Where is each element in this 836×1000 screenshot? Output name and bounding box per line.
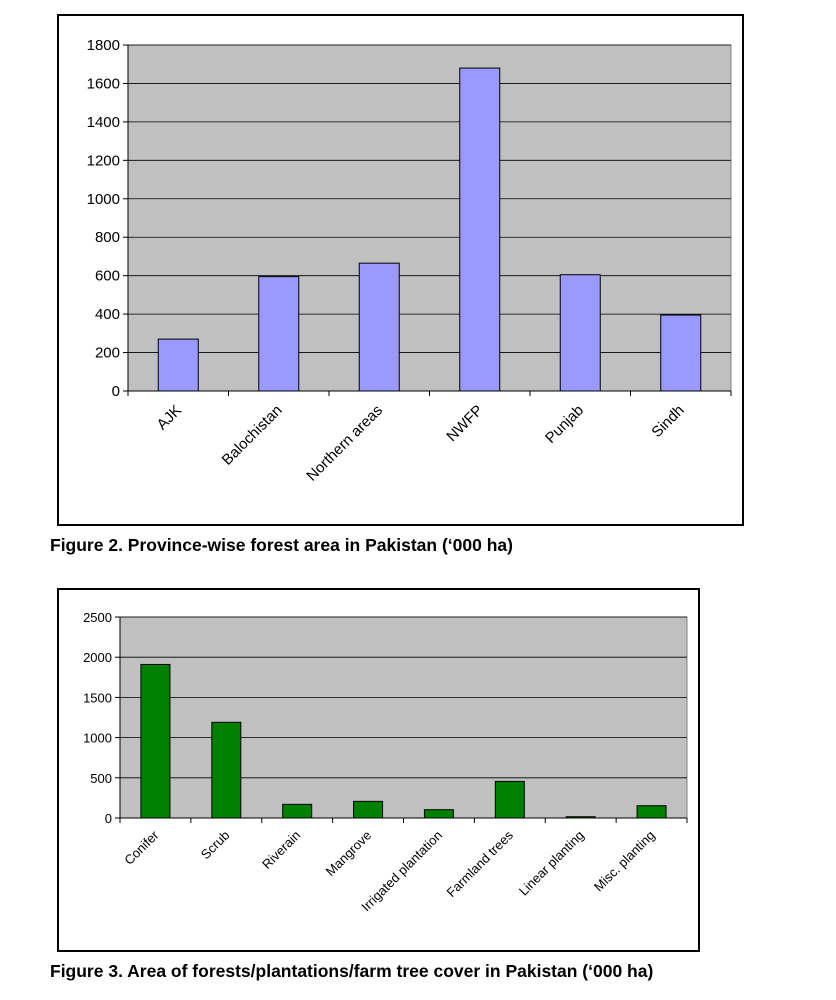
y-tick-label: 0 xyxy=(112,383,120,400)
y-tick-label: 1600 xyxy=(87,75,120,92)
y-tick-label: 600 xyxy=(95,268,120,285)
x-tick-label: Riverain xyxy=(259,828,303,872)
bar-riverain xyxy=(282,803,313,819)
y-tick-label: 1500 xyxy=(83,690,112,705)
y-tick-label: 1200 xyxy=(87,152,120,169)
y-tick-label: 500 xyxy=(90,771,112,786)
bar-scrub xyxy=(211,721,242,819)
y-tick-label: 200 xyxy=(95,345,120,362)
x-tick-label: Misc. planting xyxy=(591,828,658,895)
bar-mangrove xyxy=(353,800,384,819)
x-tick-label: Mangrove xyxy=(323,828,374,879)
bar-farmland-trees xyxy=(494,780,525,819)
y-tick-label: 1400 xyxy=(87,114,120,131)
bar-punjab xyxy=(559,274,601,392)
y-tick-label: 1000 xyxy=(83,731,112,746)
y-tick-label: 1800 xyxy=(87,37,120,54)
x-tick-label: Scrub xyxy=(198,828,233,863)
plot-area xyxy=(119,616,688,819)
bar-nwfp xyxy=(459,67,501,392)
bar-conifer xyxy=(140,663,171,819)
x-tick-label: Linear planting xyxy=(516,828,587,899)
figure-2-caption: Figure 2. Province-wise forest area in P… xyxy=(50,535,513,555)
figure-3-caption: Figure 3. Area of forests/plantations/fa… xyxy=(50,961,654,981)
y-tick-label: 2500 xyxy=(83,610,112,625)
x-tick-label: Farmland trees xyxy=(444,827,517,900)
x-tick-label: Conifer xyxy=(121,827,162,868)
y-tick-label: 800 xyxy=(95,229,120,246)
y-tick-label: 2000 xyxy=(83,650,112,665)
y-tick-label: 1000 xyxy=(87,191,120,208)
plot-area xyxy=(127,44,732,392)
bar-linear-planting xyxy=(565,816,596,819)
y-tick-label: 0 xyxy=(105,811,112,826)
bar-misc-planting xyxy=(636,805,667,819)
bar-northern-areas xyxy=(358,262,400,392)
bar-irrigated-plantation xyxy=(423,809,454,819)
bar-sindh xyxy=(660,314,702,392)
y-tick-label: 400 xyxy=(95,306,120,323)
bar-balochistan xyxy=(258,276,300,392)
bar-ajk xyxy=(157,338,199,392)
